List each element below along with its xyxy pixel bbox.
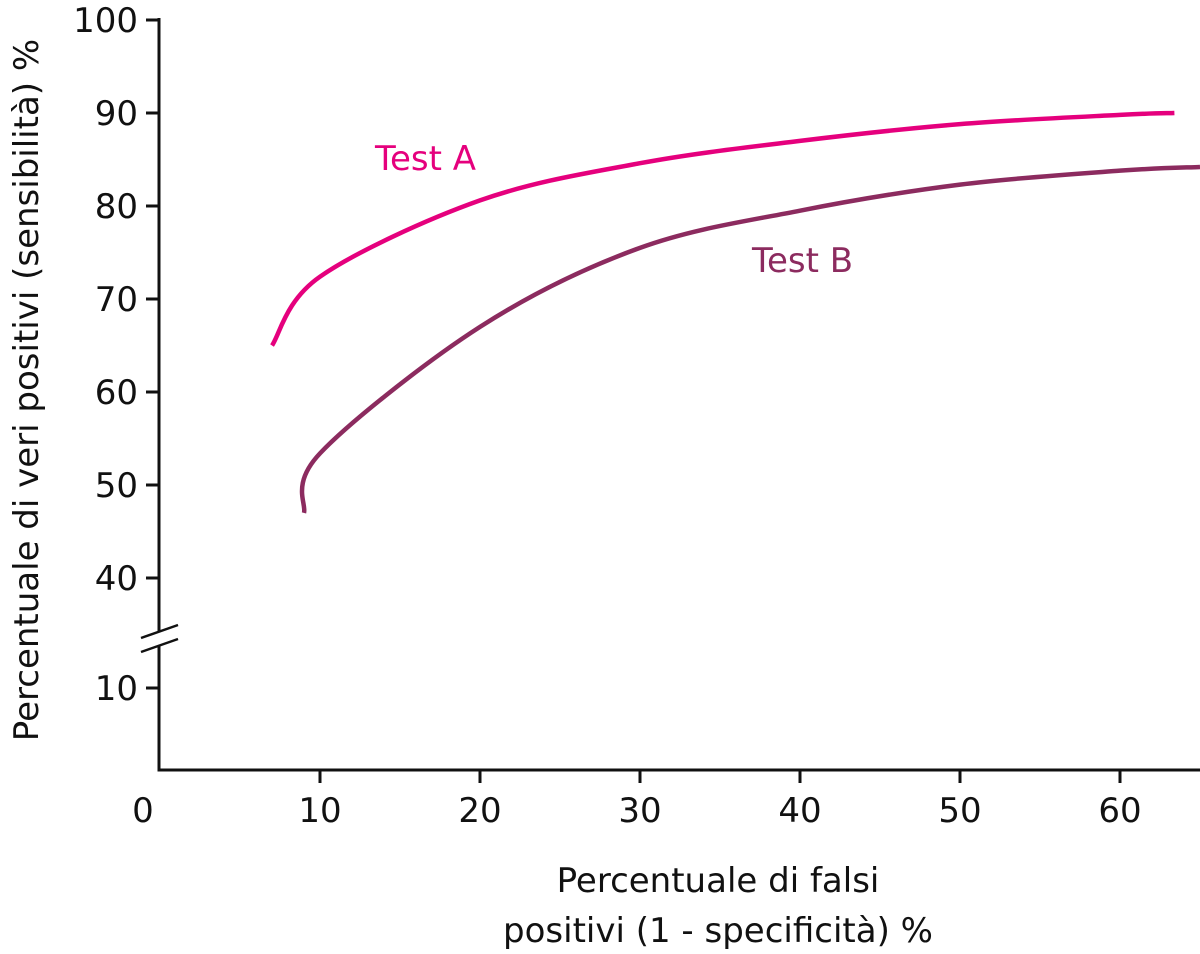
series-label-test-b: Test B <box>751 241 853 281</box>
y-tick-label: 80 <box>95 187 138 227</box>
series-label-test-a: Test A <box>374 139 476 179</box>
series-line-test-b <box>299 164 1200 514</box>
x-tick-label: 0 <box>132 791 154 831</box>
x-tick-label: 50 <box>938 791 981 831</box>
y-tick-label: 60 <box>95 373 138 413</box>
y-tick-label: 90 <box>95 94 138 134</box>
ticks: 10 40 50 60 70 80 90 100 0 10 20 30 40 50 60 <box>73 1 1142 831</box>
y-tick-label: 70 <box>95 280 138 320</box>
y-tick-label: 10 <box>95 669 138 709</box>
x-tick-label: 20 <box>458 791 501 831</box>
axis-break-mark <box>140 623 179 640</box>
x-tick-label: 60 <box>1098 791 1141 831</box>
y-tick-label: 40 <box>95 559 138 599</box>
y-axis-title: Percentuale di veri positivi (sensibilit… <box>7 39 47 741</box>
x-tick-label: 30 <box>618 791 661 831</box>
x-tick-label: 10 <box>298 791 341 831</box>
x-axis-title-line-1: Percentuale di falsi <box>557 861 880 901</box>
x-axis-title-line-2: positivi (1 - specificità) % <box>503 911 933 951</box>
series-group <box>270 110 1200 514</box>
axes <box>140 18 1200 772</box>
series-line-test-a <box>270 110 1175 347</box>
x-tick-label: 40 <box>778 791 821 831</box>
axis-break-mark <box>140 637 179 654</box>
y-tick-label: 100 <box>73 1 138 41</box>
y-tick-label: 50 <box>95 466 138 506</box>
